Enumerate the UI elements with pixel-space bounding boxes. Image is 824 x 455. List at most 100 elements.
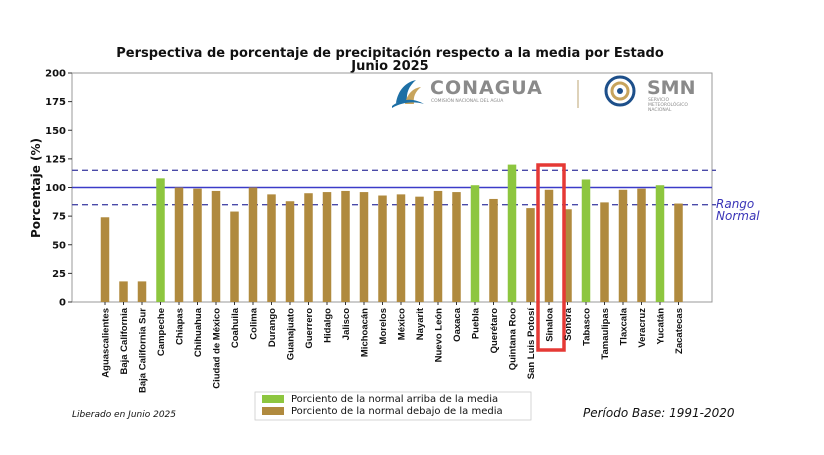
bar-10 [285,201,295,302]
y-axis-label: Porcentaje (%) [29,138,43,238]
legend: Porciento de la normal arriba de la medi… [254,391,532,421]
release-note: Liberado en Junio 2025 [72,410,176,420]
bar-30 [655,185,665,302]
conagua-subtitle: COMISIÓN NACIONAL DEL AGUA [431,97,504,104]
x-tick-label: Quintana Roo [508,308,519,370]
bar-23 [526,208,535,302]
bar-12 [322,192,332,302]
x-tick-label: Nayarit [415,307,426,340]
range-label-line-1: Rango [716,197,754,211]
x-tick-label: Oaxaca [452,307,463,342]
legend-swatch-below [262,407,284,415]
x-tick-label: Aguascalientes [101,308,112,378]
bars [100,164,683,302]
smn-wordmark: SMN [647,77,696,99]
smn-subtitle-1: SERVICIO [648,97,669,103]
legend-label-above: Porciento de la normal arriba de la medi… [291,394,498,405]
bar-0 [100,217,110,302]
x-tick-label: Guanajuato [286,308,297,360]
bar-1 [119,281,128,302]
conagua-wordmark: CONAGUA [430,77,543,99]
x-tick-label: Guerrero [304,308,315,349]
conagua-logo: CONAGUA COMISIÓN NACIONAL DEL AGUA [392,77,543,108]
x-tick-label: Durango [267,308,278,347]
bar-20 [470,185,480,302]
base-period: Período Base: 1991-2020 [583,406,735,420]
x-tick-label: Sonora [563,307,574,340]
x-tick-label: Baja California [119,307,130,374]
bar-25 [563,209,572,302]
x-tick-label: Michoacán [360,308,371,357]
y-tick-label: 0 [59,298,66,309]
bar-13 [341,190,350,302]
smn-logo: SMN SERVICIO METEOROLÓGICO NACIONAL [604,75,696,113]
x-tick-label: Coahuila [230,307,241,348]
x-tick-label: Ciudad de México [212,308,223,389]
smn-subtitle-3: NACIONAL [648,107,672,113]
x-tick-label: Querétaro [489,308,500,354]
x-tick-label: Morelos [378,308,389,344]
bar-4 [174,187,184,302]
bar-16 [396,194,406,302]
highlight-box-sinaloa [536,163,566,352]
legend-swatch-above [262,395,284,403]
bar-8 [248,187,258,302]
x-tick-label: Zacatecas [674,308,685,354]
smn-subtitle-2: METEOROLÓGICO [648,101,688,108]
bar-24 [544,189,554,302]
x-tick-label: Tlaxcala [619,307,630,345]
y-tick-label: 200 [45,69,66,80]
x-tick-label: Chiapas [175,308,186,345]
smn-emblem-icon [604,75,636,107]
y-tick-label: 50 [52,240,66,251]
x-tick-label: Jalisco [341,308,352,340]
x-tick-label: México [397,308,408,340]
bar-15 [378,195,387,302]
y-tick-label: 150 [45,126,66,137]
bar-3 [156,178,165,302]
range-label: Rango Normal [716,197,760,223]
chart-title: Perspectiva de porcentaje de precipitaci… [116,46,664,61]
x-tick-label: Hidalgo [323,308,334,343]
y-axis: 0 25 50 75 100 125 150 175 200 [45,69,72,309]
x-tick-label: Baja California Sur [138,308,149,393]
x-tick-label: Puebla [471,307,482,339]
x-axis-labels: Aguascalientes Baja California Baja Califo… [101,163,685,393]
bar-9 [267,194,276,302]
bar-21 [489,198,498,302]
x-tick-label: Veracruz [637,308,648,348]
y-tick-label: 25 [52,269,66,280]
y-tick-label: 100 [45,183,66,194]
y-tick-label: 125 [45,154,66,165]
x-tick-label: Chihuahua [193,307,204,357]
x-tick-label: Yucatán [656,308,667,345]
bar-28 [618,189,628,302]
x-tick-label: Campeche [156,308,167,356]
conagua-emblem-icon [392,80,424,108]
y-tick-label: 75 [52,212,66,223]
legend-box [254,391,532,421]
bar-14 [359,192,369,302]
bar-7 [230,211,239,302]
bar-2 [137,281,147,302]
bar-19 [452,192,461,302]
x-tick-label: Tabasco [582,308,593,346]
x-tick-label: San Luis Potosí [526,308,537,380]
range-label-line-2: Normal [716,209,760,223]
bar-26 [581,179,591,302]
legend-label-below: Porciento de la normal debajo de la medi… [291,406,503,417]
bar-17 [415,196,424,302]
bar-6 [211,190,221,302]
x-tick-label: Colima [249,307,260,339]
x-tick-label: Nuevo León [434,308,445,363]
bar-29 [637,188,646,302]
bar-11 [304,193,313,302]
bar-5 [193,188,202,302]
y-tick-label: 175 [45,97,66,108]
x-tick-label: Sinaloa [545,307,556,342]
bar-31 [674,203,683,302]
x-tick-label: Tamaulipas [600,308,611,360]
chart-subtitle: Junio 2025 [350,59,428,74]
bar-27 [600,202,609,302]
